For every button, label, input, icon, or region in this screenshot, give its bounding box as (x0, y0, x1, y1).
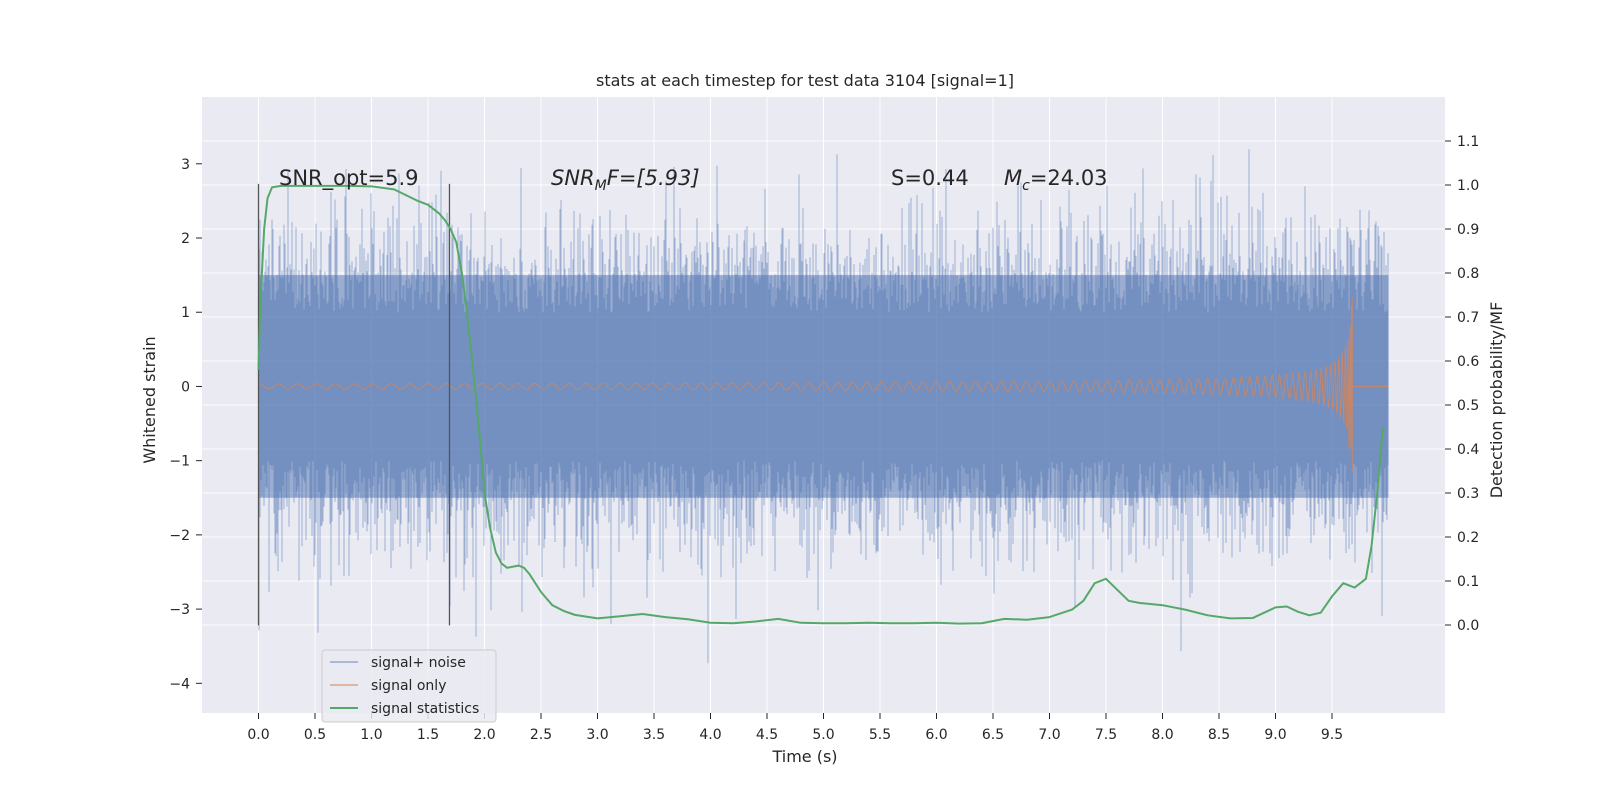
legend-label-signal-statistics: signal statistics (371, 701, 479, 717)
mc-rest: =24.03 (1030, 166, 1108, 190)
x-tick-label: 5.5 (869, 727, 891, 743)
y-right-tick-label: 0.8 (1457, 266, 1479, 282)
x-tick-label: 7.5 (1095, 727, 1117, 743)
x-tick-label: 4.0 (699, 727, 721, 743)
x-axis-title: Time (s) (771, 747, 837, 766)
x-tick-label: 7.0 (1038, 727, 1060, 743)
snr-opt-annotation: SNR_opt=5.9 (279, 166, 419, 191)
y-tick-label: 0 (181, 379, 190, 395)
vertical-markers (257, 183, 451, 626)
y-axis-right-ticks: 1.1 1.0 0.9 0.8 0.7 0.6 0.5 0.4 0.3 0.2 0.1 0.0 (1445, 134, 1479, 634)
y-tick-label: 1 (181, 305, 190, 321)
legend-box (321, 649, 497, 723)
x-tick-label: 2.0 (473, 727, 495, 743)
y-right-tick-label: 0.6 (1457, 354, 1479, 370)
signal-only-series (258, 297, 1389, 472)
x-tick-label: 9.0 (1264, 727, 1286, 743)
legend-label-signal-noise: signal+ noise (371, 655, 466, 671)
y-axis-left-ticks: 3 2 1 0 −1 −2 −3 −4 (169, 157, 202, 692)
x-tick-label: 5.0 (812, 727, 834, 743)
x-tick-label: 9.5 (1321, 727, 1343, 743)
y-right-tick-label: 0.0 (1457, 618, 1479, 634)
snr-mf-base: SNR (551, 166, 595, 190)
y-right-tick-label: 0.4 (1457, 442, 1479, 458)
y-right-tick-label: 0.7 (1457, 310, 1479, 326)
chart-title: stats at each timestep for test data 310… (596, 71, 1014, 90)
s-annotation: S=0.44 (891, 166, 969, 190)
mc-base: M (1004, 166, 1022, 190)
x-tick-label: 8.5 (1208, 727, 1230, 743)
x-tick-label: 1.0 (360, 727, 382, 743)
y-axis-title: Whitened strain (140, 336, 159, 463)
signal-statistics-series (257, 184, 1384, 625)
y-tick-label: −3 (169, 602, 190, 618)
x-tick-label: 2.5 (530, 727, 552, 743)
mc-sub: c (1022, 178, 1030, 194)
legend: signal+ noise signal only signal statist… (321, 649, 497, 723)
y-right-tick-label: 1.0 (1457, 178, 1479, 194)
y-right-tick-label: 0.1 (1457, 574, 1479, 590)
y-tick-label: 3 (181, 157, 190, 173)
y-right-tick-label: 1.1 (1457, 134, 1479, 150)
snr-mf-rest: F=[5.93] (607, 166, 700, 190)
x-tick-label: 0.5 (304, 727, 326, 743)
x-tick-label: 8.0 (1151, 727, 1173, 743)
x-tick-label: 3.5 (643, 727, 665, 743)
y-tick-label: −4 (169, 676, 190, 692)
x-tick-label: 1.5 (417, 727, 439, 743)
snr-mf-sub: M (595, 178, 607, 194)
mc-annotation: Mc=24.03 (1004, 166, 1108, 194)
y-right-tick-label: 0.5 (1457, 398, 1479, 414)
y-tick-label: 2 (181, 231, 190, 247)
x-tick-label: 4.5 (756, 727, 778, 743)
x-tick-label: 6.5 (982, 727, 1004, 743)
snr-mf-annotation: SNRMF=[5.93] (551, 166, 700, 194)
signal-statistics-line (257, 184, 1384, 625)
legend-label-signal-only: signal only (371, 678, 446, 694)
y-right-tick-label: 0.2 (1457, 530, 1479, 546)
y-tick-label: −2 (169, 528, 190, 544)
y-right-tick-label: 0.3 (1457, 486, 1479, 502)
y-right-tick-label: 0.9 (1457, 222, 1479, 238)
y-axis-right-title: Detection probability/MF (1487, 302, 1506, 499)
signal-only-trace (258, 297, 1389, 472)
x-axis-ticks: 0.0 0.5 1.0 1.5 2.0 2.5 3.0 3.5 4.0 4.5 5.0 5.5 6.0 6… (247, 713, 1343, 743)
x-tick-label: 6.0 (925, 727, 947, 743)
x-tick-label: 0.0 (247, 727, 269, 743)
x-tick-label: 3.0 (586, 727, 608, 743)
y-tick-label: −1 (169, 454, 190, 470)
